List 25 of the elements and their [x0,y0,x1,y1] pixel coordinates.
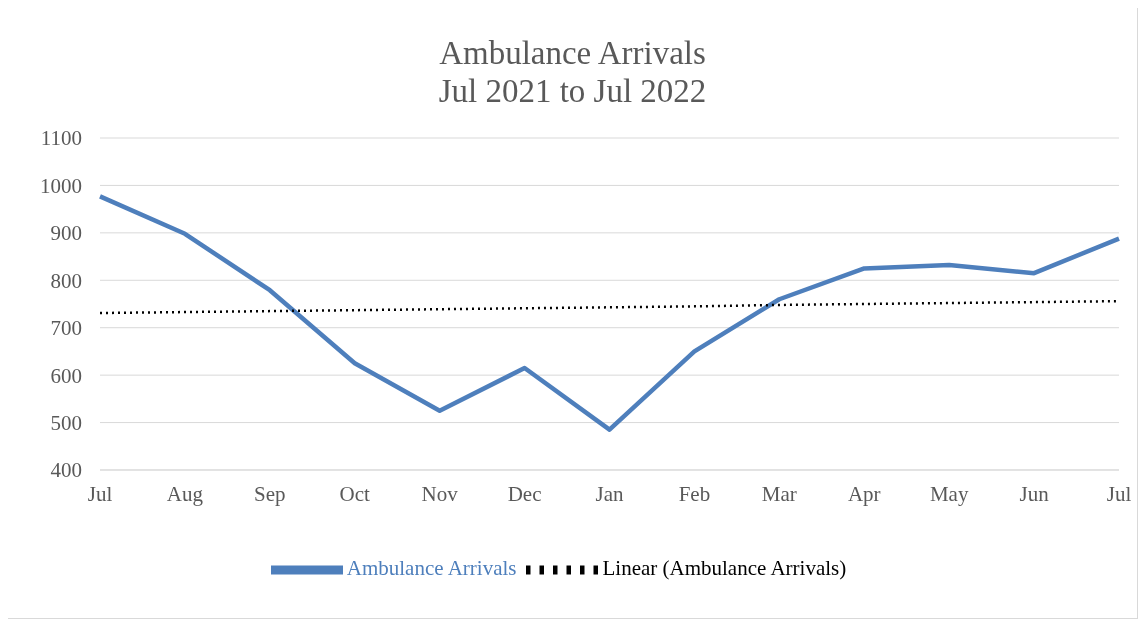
y-tick-label: 700 [50,316,82,341]
x-tick-label: Nov [421,481,459,506]
legend-label: Ambulance Arrivals [346,555,517,580]
x-tick-label: Jan [595,481,624,506]
x-tick-label: Feb [678,481,711,506]
chart-title: Ambulance Arrivals Jul 2021 to Jul 2022 [437,34,708,110]
y-tick-label: 1000 [40,173,82,198]
x-tick-label: Mar [761,481,797,506]
x-tick-label: Sep [254,481,286,506]
y-tick-label: 400 [50,458,82,483]
line-series [97,194,1122,432]
y-tick-label: 500 [50,411,82,436]
y-tick-label: 800 [50,268,82,293]
y-tick-label: 1100 [40,126,82,151]
x-tick-label: Aug [166,481,204,506]
x-tick-label: May [929,481,969,506]
x-tick-label: Dec [507,481,542,506]
y-tick-label: 600 [50,363,82,388]
x-tick-label: Jul [1106,481,1132,506]
x-tick-label: Jul [87,481,113,506]
y-tick-label: 900 [50,221,82,246]
legend-label: Linear (Ambulance Arrivals) [602,555,847,580]
x-tick-label: Apr [847,481,881,506]
x-tick-label: Jun [1019,481,1050,506]
x-tick-label: Oct [339,481,371,506]
